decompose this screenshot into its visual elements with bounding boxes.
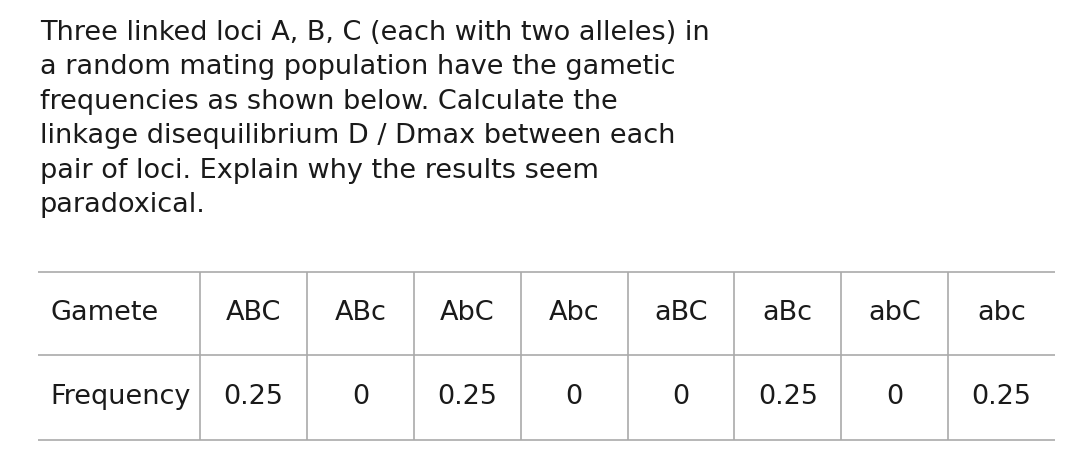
Text: 0.25: 0.25 [972,384,1031,410]
Text: Abc: Abc [549,301,599,327]
Text: 0: 0 [886,384,903,410]
Text: 0: 0 [352,384,369,410]
Text: 0: 0 [566,384,582,410]
Text: Frequency: Frequency [50,384,190,410]
Text: 0.25: 0.25 [437,384,497,410]
Text: 0.25: 0.25 [224,384,283,410]
Text: Three linked loci A, B, C (each with two alleles) in
a random mating population : Three linked loci A, B, C (each with two… [40,20,710,218]
Text: aBc: aBc [762,301,813,327]
Text: AbC: AbC [440,301,495,327]
Text: abC: abC [868,301,921,327]
Text: abc: abc [977,301,1026,327]
Text: ABC: ABC [226,301,281,327]
Text: aBC: aBC [654,301,707,327]
Text: 0: 0 [673,384,689,410]
Text: ABc: ABc [335,301,387,327]
Text: Gamete: Gamete [50,301,159,327]
Text: 0.25: 0.25 [758,384,818,410]
